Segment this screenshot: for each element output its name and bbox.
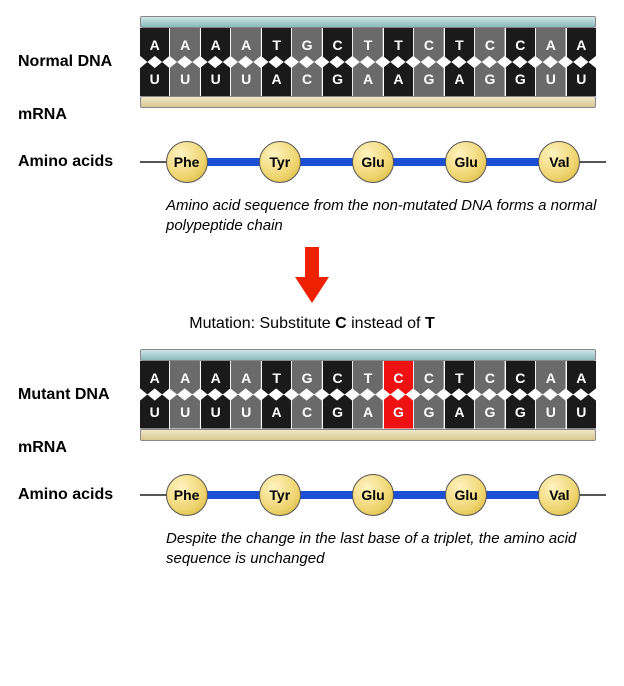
base-U: U	[140, 62, 169, 96]
amino-glu: Glu	[445, 474, 487, 516]
mrna-backbone-bar	[140, 429, 596, 441]
base-A: A	[230, 361, 260, 395]
base-G: G	[474, 395, 504, 429]
base-A: A	[566, 28, 596, 62]
base-A: A	[352, 395, 382, 429]
base-A: A	[200, 361, 230, 395]
base-C: C	[291, 395, 321, 429]
normal-rna-bases: UUUUACGAAGAGGUU	[140, 62, 596, 96]
base-G: G	[291, 361, 321, 395]
base-U: U	[140, 395, 169, 429]
dna-backbone-bar	[140, 16, 596, 28]
base-C: C	[474, 361, 504, 395]
base-U: U	[535, 395, 565, 429]
base-U: U	[169, 62, 199, 96]
mutant-amino-label: Amino acids	[18, 486, 140, 504]
amino-val: Val	[538, 474, 580, 516]
amino-glu: Glu	[352, 474, 394, 516]
base-C: C	[322, 28, 352, 62]
base-A: A	[169, 28, 199, 62]
base-U: U	[230, 62, 260, 96]
base-G: G	[413, 395, 443, 429]
normal-amino-label: Amino acids	[18, 153, 140, 171]
mutant-rna-bases: UUUUACGAGGAGGUU	[140, 395, 596, 429]
base-T: T	[261, 361, 291, 395]
base-C: C	[322, 361, 352, 395]
base-A: A	[140, 28, 169, 62]
base-C: C	[383, 361, 413, 395]
mutant-block: Mutant DNA AAAATGCTCCTCCAA UUUUACGAGGAGG…	[18, 349, 606, 570]
base-C: C	[474, 28, 504, 62]
mutant-mrna-label: mRNA	[18, 395, 140, 457]
base-A: A	[140, 361, 169, 395]
mutant-amino-row: Amino acids Phe Tyr Glu Glu Val	[18, 475, 606, 515]
base-G: G	[322, 62, 352, 96]
base-A: A	[261, 395, 291, 429]
base-G: G	[291, 28, 321, 62]
base-G: G	[474, 62, 504, 96]
base-C: C	[505, 361, 535, 395]
base-U: U	[535, 62, 565, 96]
normal-amino-row: Amino acids Phe Tyr Glu Glu Val	[18, 142, 606, 182]
mutation-b1: C	[335, 315, 347, 332]
mutant-amino-chain: Phe Tyr Glu Glu Val	[140, 475, 606, 515]
base-U: U	[200, 395, 230, 429]
base-C: C	[413, 361, 443, 395]
base-A: A	[444, 62, 474, 96]
base-T: T	[444, 28, 474, 62]
mutation-pre: Mutation: Substitute	[189, 315, 335, 332]
base-U: U	[566, 62, 596, 96]
amino-phe: Phe	[166, 474, 208, 516]
base-U: U	[230, 395, 260, 429]
base-G: G	[322, 395, 352, 429]
dna-backbone-bar	[140, 349, 596, 361]
base-U: U	[566, 395, 596, 429]
base-T: T	[444, 361, 474, 395]
base-T: T	[352, 361, 382, 395]
base-A: A	[444, 395, 474, 429]
amino-tyr: Tyr	[259, 474, 301, 516]
mutation-text: Mutation: Substitute C instead of T	[18, 315, 606, 333]
base-T: T	[352, 28, 382, 62]
base-A: A	[169, 361, 199, 395]
base-A: A	[200, 28, 230, 62]
base-C: C	[291, 62, 321, 96]
normal-amino-chain: Phe Tyr Glu Glu Val	[140, 142, 606, 182]
base-U: U	[169, 395, 199, 429]
base-G: G	[413, 62, 443, 96]
normal-block: Normal DNA AAAATGCTTCTCCAA UUUUACGAAGAGG…	[18, 16, 606, 237]
normal-mrna-label: mRNA	[18, 62, 140, 124]
mutant-dna-bases: AAAATGCTCCTCCAA	[140, 361, 596, 395]
amino-tyr: Tyr	[259, 141, 301, 183]
base-T: T	[383, 28, 413, 62]
base-C: C	[505, 28, 535, 62]
amino-val: Val	[538, 141, 580, 183]
base-G: G	[505, 395, 535, 429]
base-A: A	[566, 361, 596, 395]
base-G: G	[505, 62, 535, 96]
base-A: A	[230, 28, 260, 62]
mutant-caption: Despite the change in the last base of a…	[166, 529, 606, 570]
mrna-backbone-bar	[140, 96, 596, 108]
base-A: A	[383, 62, 413, 96]
normal-dna-bases: AAAATGCTTCTCCAA	[140, 28, 596, 62]
base-A: A	[261, 62, 291, 96]
amino-glu: Glu	[445, 141, 487, 183]
mutation-mid: instead of	[347, 315, 425, 332]
base-G: G	[383, 395, 413, 429]
base-T: T	[261, 28, 291, 62]
base-C: C	[413, 28, 443, 62]
mutation-b2: T	[425, 315, 435, 332]
amino-glu: Glu	[352, 141, 394, 183]
base-U: U	[200, 62, 230, 96]
base-A: A	[535, 28, 565, 62]
normal-caption: Amino acid sequence from the non-mutated…	[166, 196, 606, 237]
arrow-down	[18, 247, 606, 305]
base-A: A	[352, 62, 382, 96]
amino-phe: Phe	[166, 141, 208, 183]
base-A: A	[535, 361, 565, 395]
